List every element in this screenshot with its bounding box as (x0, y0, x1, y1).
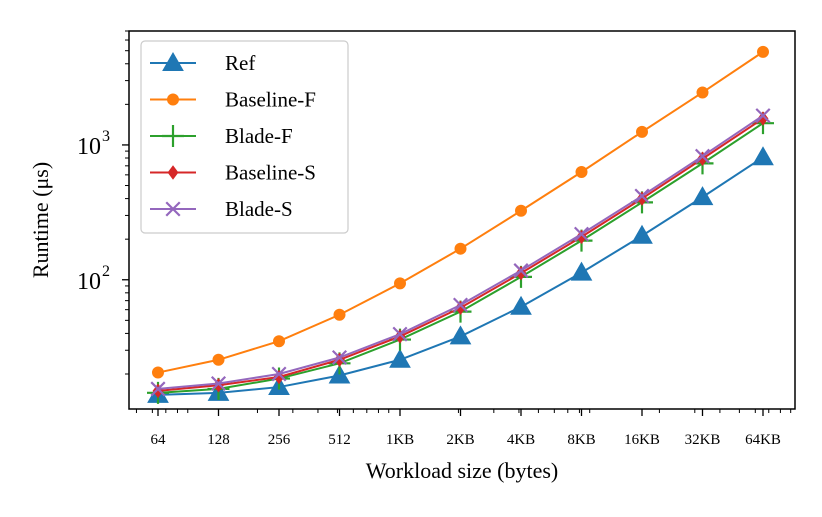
legend-label: Blade-S (225, 197, 293, 221)
axis-ticks (122, 30, 792, 416)
data-point (389, 348, 411, 368)
x-axis-label: Workload size (bytes) (366, 458, 559, 483)
data-point (333, 308, 346, 321)
y-tick-exponent: 3 (102, 128, 110, 145)
data-point (697, 151, 708, 166)
data-point (271, 366, 287, 382)
legend-entry: Ref (150, 51, 255, 75)
data-point (513, 263, 529, 279)
data-point (755, 108, 771, 124)
y-tick-base: 10 (77, 134, 101, 160)
x-tick-label: 32KB (685, 432, 721, 448)
data-point (510, 295, 532, 315)
x-tick-label: 8KB (567, 432, 595, 448)
data-point (210, 375, 227, 392)
legend-marker (167, 165, 179, 180)
legend-marker (162, 51, 184, 71)
x-tick-label: 128 (207, 432, 230, 448)
series-baseline-f (152, 45, 769, 379)
x-tick-label: 512 (328, 432, 351, 448)
legend-entry: Baseline-F (150, 88, 316, 112)
legend: Ref Baseline-F Blade-F Baseline-S Blade-S (140, 40, 349, 234)
data-point (570, 261, 593, 281)
data-point (150, 381, 166, 397)
legend-entry: Blade-S (150, 197, 293, 221)
x-tick-label: 1KB (386, 432, 414, 448)
data-point (634, 188, 650, 204)
legend-box (140, 40, 349, 234)
data-point (691, 186, 714, 206)
data-point (515, 265, 527, 281)
data-point (631, 224, 653, 244)
data-point (636, 191, 648, 206)
legend-label: Baseline-F (225, 88, 316, 112)
y-tick-base: 10 (77, 269, 101, 295)
x-tick-label: 256 (268, 432, 291, 448)
y-tick-label: 10 3 (77, 128, 110, 160)
data-point (696, 86, 709, 99)
data-point (757, 111, 769, 126)
legend-entry: Blade-F (150, 124, 293, 148)
data-point (694, 148, 711, 164)
legend-marker (165, 201, 181, 217)
data-point (392, 326, 408, 342)
legend-marker (162, 125, 184, 147)
legend-label: Baseline-S (225, 161, 316, 185)
series-layer (147, 45, 774, 404)
data-point (752, 146, 774, 166)
y-tick-exponent: 2 (102, 263, 110, 280)
y-axis-label: Runtime (μs) (28, 162, 53, 278)
data-point (212, 353, 225, 366)
legend-marker (167, 93, 179, 106)
y-tick-label: 10 2 (77, 263, 110, 295)
data-point (757, 45, 769, 58)
data-point (452, 297, 469, 313)
data-point (576, 229, 587, 245)
series-blade-s (150, 108, 771, 397)
x-tick-label: 4KB (507, 432, 535, 448)
data-point (152, 366, 164, 379)
data-point (449, 325, 472, 345)
data-point (573, 226, 590, 242)
legend-entry: Baseline-S (150, 161, 316, 185)
data-point (331, 349, 348, 366)
data-point (454, 242, 467, 255)
legend-label: Blade-F (225, 124, 293, 148)
data-point (273, 335, 285, 348)
legend-label: Ref (225, 51, 255, 75)
data-point (575, 165, 588, 178)
data-point (636, 125, 648, 138)
x-tick-label: 64 (151, 432, 167, 448)
data-point (394, 277, 406, 290)
plot-frame (128, 30, 796, 410)
x-tick-label: 2KB (446, 432, 474, 448)
x-tick-labels: 64 128 256 512 1KB 2KB 4KB 8KB 16KB 32KB 64KB (151, 432, 781, 448)
x-tick-label: 64KB (745, 432, 781, 448)
data-point (515, 204, 527, 217)
x-tick-label: 16KB (624, 432, 660, 448)
